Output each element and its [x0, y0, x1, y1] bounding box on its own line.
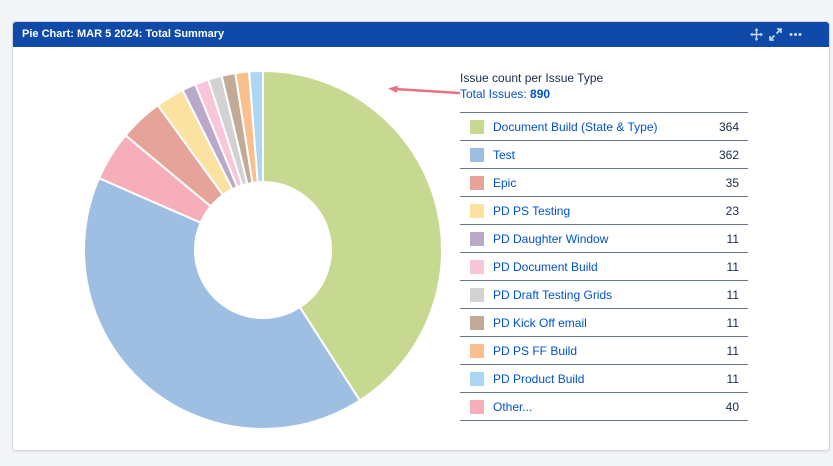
annotation-arrow-icon: [388, 85, 461, 95]
legend-swatch: [470, 148, 484, 162]
pie-chart-gadget: Pie Chart: MAR 5 2024: Total Summary Iss…: [12, 21, 830, 451]
gadget-title: Pie Chart: MAR 5 2024: Total Summary: [22, 28, 225, 40]
legend-table: Document Build (State & Type) 364 Test 362 E…: [460, 112, 748, 421]
legend-row: PD Kick Off email 11: [460, 309, 748, 337]
legend-swatch: [470, 372, 484, 386]
legend-label-link[interactable]: PD PS Testing: [493, 204, 571, 218]
legend-label-link[interactable]: Test: [493, 148, 516, 162]
legend-row: PD PS Testing 23: [460, 197, 748, 225]
legend-swatch: [470, 316, 484, 330]
legend-label-link[interactable]: PD Product Build: [493, 372, 585, 386]
legend-row: Other... 40: [460, 393, 748, 421]
legend-count: 11: [726, 372, 739, 386]
legend-label-link[interactable]: PD Daughter Window: [493, 232, 609, 246]
legend-swatch: [470, 176, 484, 190]
legend-swatch: [470, 400, 484, 414]
legend-row: PD Daughter Window 11: [460, 225, 748, 253]
legend-count: 11: [726, 232, 739, 246]
legend-swatch: [470, 204, 484, 218]
legend-count: 23: [725, 204, 739, 218]
legend-row: PD Product Build 11: [460, 365, 748, 393]
legend-row: Epic 35: [460, 169, 748, 197]
legend-label-link[interactable]: Document Build (State & Type): [493, 120, 658, 134]
legend-count: 11: [726, 344, 739, 358]
expand-icon[interactable]: [768, 27, 783, 42]
legend-label-link[interactable]: Epic: [493, 176, 517, 190]
legend-row: PD Draft Testing Grids 11: [460, 281, 748, 309]
legend-swatch: [470, 120, 484, 134]
legend-swatch: [470, 344, 484, 358]
chart-heading: Issue count per Issue Type: [460, 71, 604, 85]
pie-slice-pd-product-build[interactable]: [248, 70, 264, 184]
legend-label-link[interactable]: PD Draft Testing Grids: [493, 288, 613, 302]
legend-count: 362: [718, 148, 739, 162]
legend-count: 35: [725, 176, 739, 190]
legend-row: PD PS FF Build 11: [460, 337, 748, 365]
legend-label-link[interactable]: PD Kick Off email: [493, 316, 587, 330]
legend-label-link[interactable]: PD Document Build: [493, 260, 598, 274]
legend-row: PD Document Build 11: [460, 253, 748, 281]
legend-row: Document Build (State & Type) 364: [460, 113, 748, 141]
legend-swatch: [470, 260, 484, 274]
total-issues-label: Total Issues:: [460, 87, 527, 101]
move-icon[interactable]: [749, 27, 764, 42]
legend-swatch: [470, 288, 484, 302]
legend-count: 11: [726, 260, 739, 274]
legend-label-link[interactable]: Other...: [493, 400, 533, 414]
legend-row: Test 362: [460, 141, 748, 169]
pie-slice-test[interactable]: [83, 176, 362, 430]
more-icon[interactable]: [788, 27, 803, 42]
legend-count: 364: [718, 120, 739, 134]
donut-chart: [83, 70, 443, 430]
total-issues: Total Issues: 890: [460, 87, 550, 101]
legend-label-link[interactable]: PD PS FF Build: [493, 344, 578, 358]
gadget-header: Pie Chart: MAR 5 2024: Total Summary: [13, 22, 829, 47]
legend-count: 11: [726, 316, 739, 330]
legend-count: 11: [726, 288, 739, 302]
legend-swatch: [470, 232, 484, 246]
total-issues-value[interactable]: 890: [530, 87, 551, 101]
legend-count: 40: [725, 400, 739, 414]
